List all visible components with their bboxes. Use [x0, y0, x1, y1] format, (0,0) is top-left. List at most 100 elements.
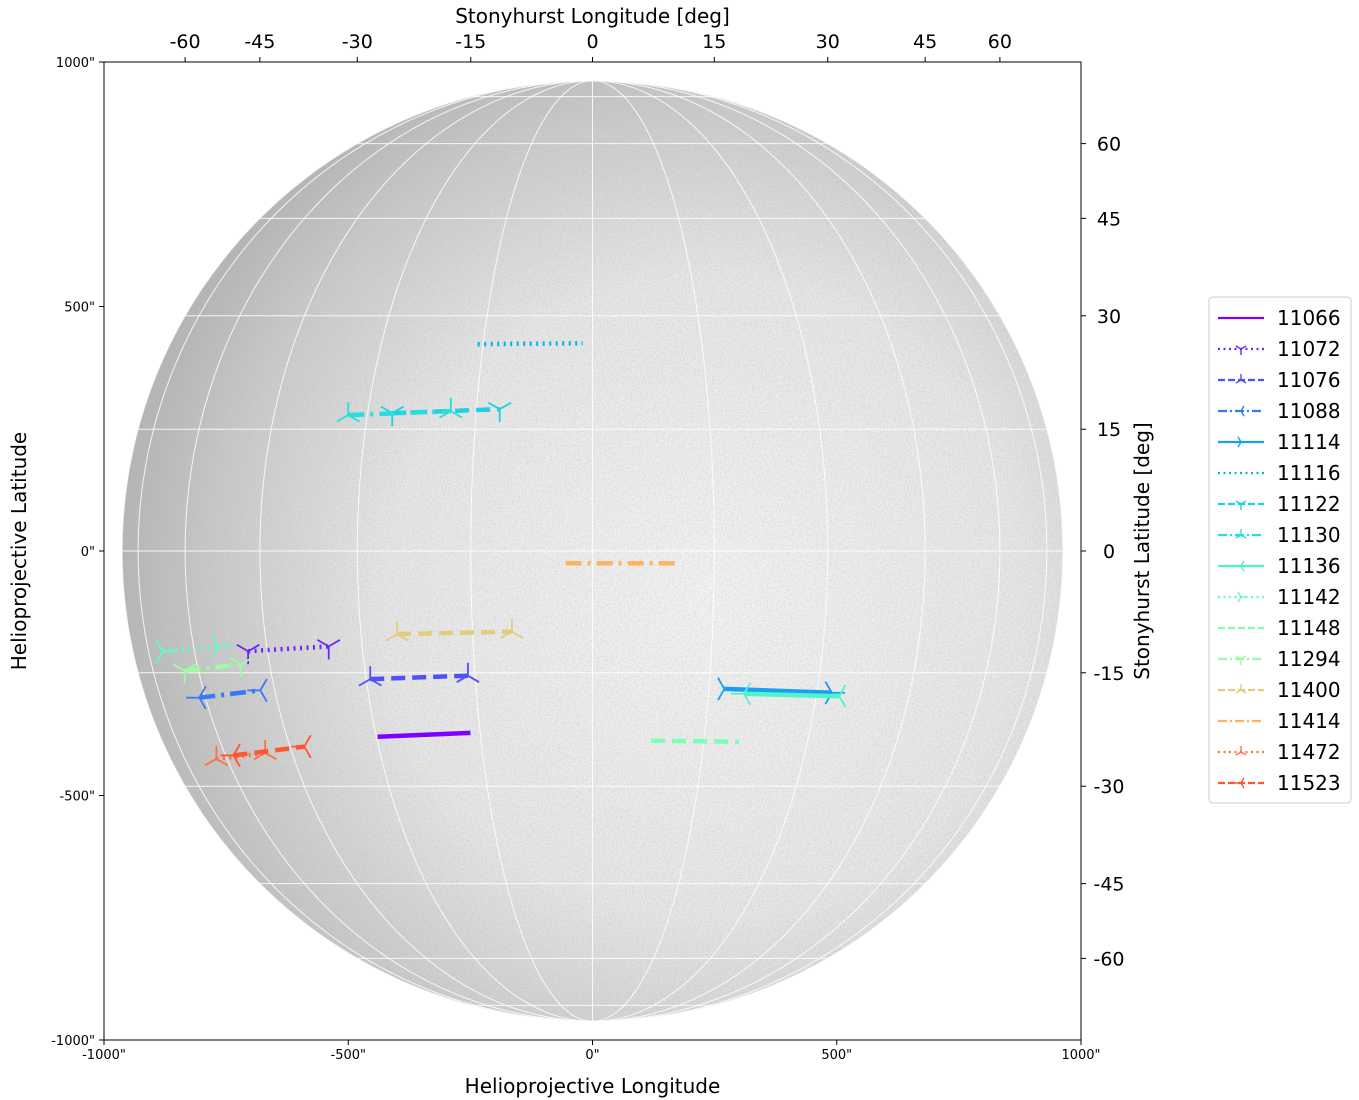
- x-axis-label: Helioprojective Longitude: [465, 1074, 721, 1098]
- right-tick-label: 30: [1097, 306, 1121, 328]
- legend-item: 11523: [1218, 771, 1341, 795]
- legend-item: 11072: [1218, 337, 1341, 361]
- series-marker: [211, 634, 232, 659]
- series-marker: [730, 682, 752, 706]
- legend-item: 11472: [1218, 740, 1341, 764]
- legend-label: 11116: [1277, 461, 1341, 485]
- top-tick-label: 0: [586, 31, 598, 53]
- series-marker: [247, 678, 268, 703]
- legend-item: 11130: [1218, 523, 1341, 547]
- series-marker: [826, 684, 847, 708]
- legend-item: 11142: [1218, 585, 1341, 609]
- series-11072: [236, 639, 341, 665]
- top-tick-label: -60: [170, 31, 201, 53]
- series-11148: [651, 738, 740, 744]
- legend-label: 11400: [1277, 678, 1341, 702]
- top-tick-label: -30: [342, 31, 373, 53]
- x-tick-label: 0": [585, 1048, 599, 1063]
- series-line: [377, 730, 471, 740]
- series-marker: [317, 639, 341, 660]
- legend-item: 11136: [1218, 554, 1341, 578]
- legend-label: 11472: [1277, 740, 1341, 764]
- right-tick-label: 60: [1097, 134, 1121, 156]
- x-tick-label: 500": [821, 1048, 852, 1063]
- series-11076: [358, 662, 480, 687]
- legend-item: 11114: [1218, 430, 1341, 454]
- y-tick-label: 1000": [56, 56, 95, 71]
- series-11294: [172, 657, 253, 684]
- top-tick-label: 15: [702, 31, 726, 53]
- right-tick-label: -30: [1093, 776, 1124, 798]
- series-marker: [172, 663, 197, 684]
- legend-item: 11414: [1218, 709, 1341, 733]
- series-group: [155, 340, 847, 768]
- series-marker: [1235, 777, 1245, 789]
- series-marker: [717, 677, 738, 701]
- series-marker: [1235, 500, 1247, 510]
- series-marker: [220, 743, 241, 768]
- y-tick-label: -1000": [51, 1034, 95, 1049]
- legend-label: 11523: [1277, 771, 1341, 795]
- series-marker: [1235, 405, 1245, 417]
- legend-label: 11114: [1277, 430, 1341, 454]
- top-axis-label: Stonyhurst Longitude [deg]: [455, 4, 730, 28]
- series-marker: [1235, 560, 1245, 572]
- axis-labels: Helioprojective Longitude Helioprojectiv…: [7, 4, 1154, 1098]
- series-marker: [291, 734, 312, 759]
- series-line: [184, 662, 242, 674]
- series-marker: [439, 398, 463, 419]
- series-11116: [477, 340, 583, 347]
- y-axis-label: Helioprojective Latitude: [7, 432, 31, 670]
- series-line: [651, 738, 740, 744]
- series-marker: [1235, 684, 1247, 694]
- legend-label: 11072: [1277, 337, 1341, 361]
- series-11130: [336, 398, 463, 423]
- legend-label: 11414: [1277, 709, 1341, 733]
- series-marker: [1235, 655, 1247, 665]
- legend-label: 11076: [1277, 368, 1341, 392]
- legend-item: 11122: [1218, 492, 1341, 516]
- legend: 11066 11072 11076 11088 11114 11116 11122 11130…: [1208, 296, 1352, 804]
- legend-item: 11148: [1218, 616, 1341, 640]
- legend-label: 11294: [1277, 647, 1341, 671]
- series-11136: [730, 682, 847, 708]
- series-line: [233, 744, 305, 758]
- x-tick-label: -1000": [82, 1048, 126, 1063]
- series-marker: [1235, 374, 1247, 384]
- top-tick-label: 30: [816, 31, 840, 53]
- right-tick-label: 0: [1103, 541, 1115, 563]
- y-tick-label: 500": [64, 301, 95, 316]
- legend-item: 11066: [1218, 306, 1341, 330]
- series-line: [162, 644, 219, 654]
- legend-item: 11294: [1218, 647, 1341, 671]
- right-axis-label: Stonyhurst Latitude [deg]: [1130, 422, 1154, 679]
- series-marker: [487, 401, 512, 423]
- right-tick-label: -15: [1093, 663, 1124, 685]
- series-marker: [500, 618, 524, 639]
- right-tick-label: 45: [1097, 208, 1121, 230]
- series-marker: [1237, 436, 1247, 448]
- series-marker: [236, 643, 260, 665]
- legend-label: 11148: [1277, 616, 1341, 640]
- stonyhurst-grid: [122, 80, 1063, 1022]
- x-tick-label: 1000": [1061, 1048, 1100, 1063]
- series-marker: [155, 639, 176, 663]
- series-line: [348, 408, 451, 418]
- legend-label: 11088: [1277, 399, 1341, 423]
- series-marker: [456, 662, 480, 683]
- series-11088: [186, 678, 268, 710]
- legend-box: [1208, 296, 1352, 804]
- legend-label: 11136: [1277, 554, 1341, 578]
- series-marker: [358, 666, 382, 687]
- legend-item: 11088: [1218, 399, 1341, 423]
- series-marker: [186, 685, 207, 710]
- plot-area: -1000" -500" 0" 500" 1000" 1000" 500" 0" -500" -1…: [51, 31, 1124, 1063]
- series-11400: [385, 618, 524, 642]
- series-marker: [229, 657, 253, 678]
- right-tick-label: 15: [1097, 419, 1121, 441]
- series-line: [397, 629, 512, 637]
- top-tick-label: -15: [455, 31, 486, 53]
- series-marker: [1235, 529, 1247, 539]
- legend-item: 11076: [1218, 368, 1341, 392]
